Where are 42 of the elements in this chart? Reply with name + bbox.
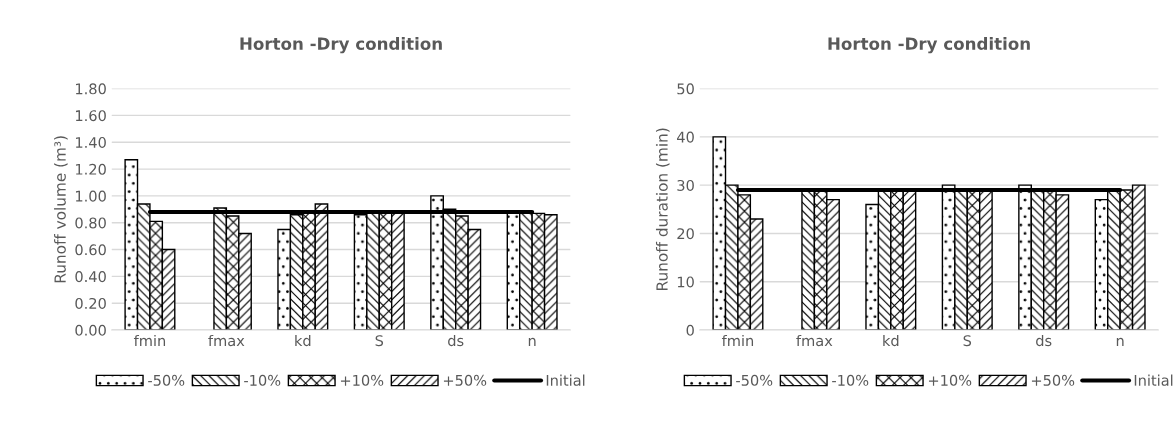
y-tick-label: 1.80	[75, 83, 106, 95]
y-tick-label: 0.60	[75, 244, 106, 256]
y-tick-label: 0.40	[75, 271, 106, 283]
chart-title: Horton -Dry condition	[240, 37, 442, 54]
legend-label: -10%	[244, 374, 281, 386]
y-axis-title: Runoff volume (m³)	[54, 136, 68, 283]
x-tick-label: n	[1116, 337, 1124, 346]
chart-title: Horton -Dry condition	[828, 37, 1030, 54]
legend-label: -50%	[148, 374, 185, 386]
x-tick-label: kd	[295, 334, 311, 347]
y-tick-label: 1.00	[75, 190, 106, 202]
legend-label: +10%	[340, 374, 384, 386]
legend-label: Initial	[1134, 374, 1173, 386]
y-tick-label: 0.80	[75, 217, 106, 229]
legend-label: -10%	[832, 374, 869, 386]
x-tick-label: fmax	[796, 334, 833, 347]
legend-label: -50%	[736, 374, 773, 386]
x-tick-label: ds	[1036, 334, 1052, 347]
x-tick-label: fmax	[208, 334, 245, 347]
x-tick-label: kd	[883, 334, 899, 347]
y-tick-label: 50	[677, 83, 694, 95]
x-tick-label: fmin	[133, 334, 166, 346]
legend-label: +10%	[928, 374, 972, 386]
y-tick-label: 1.60	[75, 110, 106, 122]
x-tick-label: S	[963, 335, 972, 347]
x-tick-label: fmin	[721, 334, 754, 346]
y-tick-label: 0	[686, 324, 694, 336]
y-tick-label: 1.40	[75, 136, 106, 148]
y-tick-label: 20	[677, 228, 694, 240]
x-tick-label: n	[528, 337, 536, 346]
legend-label: +50%	[443, 374, 487, 386]
y-tick-label: 30	[677, 179, 694, 191]
y-tick-label: 1.20	[75, 163, 106, 175]
x-tick-label: ds	[448, 334, 464, 347]
y-axis-title: Runoff duration (min)	[655, 128, 670, 290]
y-tick-label: 0.00	[75, 324, 106, 336]
y-tick-label: 0.20	[75, 297, 106, 309]
legend-label: Initial	[546, 374, 585, 386]
x-tick-label: S	[375, 335, 384, 347]
y-tick-label: 10	[677, 276, 694, 288]
legend-label: +50%	[1031, 374, 1075, 386]
y-tick-label: 40	[677, 131, 694, 143]
